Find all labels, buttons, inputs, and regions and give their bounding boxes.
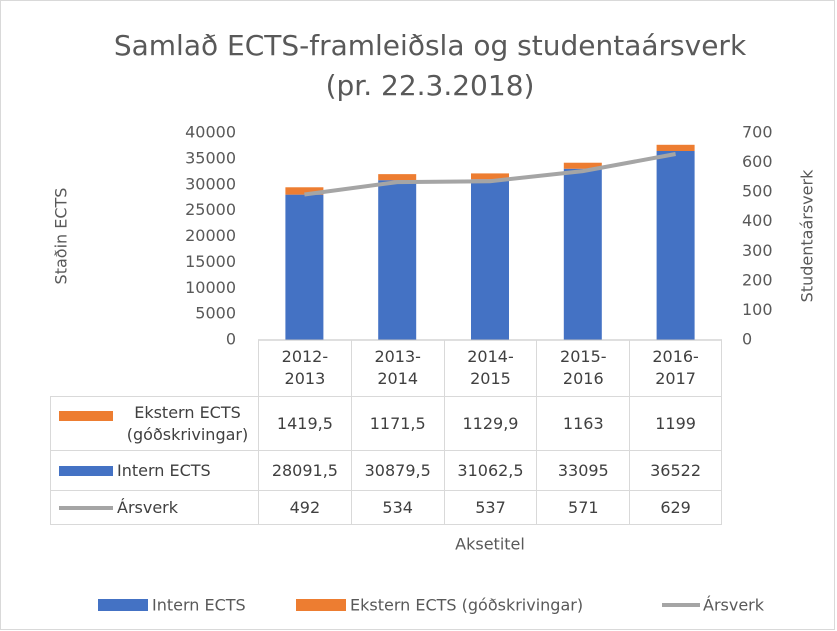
- y-tick-label: 15000: [185, 252, 236, 271]
- table-series-name: Ársverk: [117, 497, 179, 517]
- table-value: 571: [536, 490, 630, 525]
- y2-tick-label: 200: [742, 270, 773, 289]
- y-tick-label: 30000: [185, 174, 236, 193]
- y2-tick-label: 0: [742, 330, 752, 349]
- x-axis-title: Aksetitel: [455, 535, 525, 554]
- y-tick-label: 25000: [185, 200, 236, 219]
- bar: [656, 144, 695, 151]
- bar: [471, 179, 509, 340]
- y2-tick-label: 100: [742, 300, 773, 319]
- y2-tick-label: 400: [742, 211, 773, 230]
- bar: [563, 162, 602, 169]
- category-cell: 2012- 2013: [258, 340, 351, 396]
- table-row-label: Ársverk: [50, 490, 258, 525]
- bar: [378, 174, 417, 181]
- table-value: 33095: [536, 450, 630, 490]
- category-cell: 2015- 2016: [536, 340, 629, 396]
- category-cell: 2016- 2017: [629, 340, 722, 396]
- legend-label: Ársverk: [703, 596, 765, 615]
- table-value: 36522: [629, 450, 722, 490]
- table-value: 1419,5: [258, 396, 351, 450]
- chart-title: Samlað ECTS-framleiðsla og studentaársve…: [114, 29, 747, 62]
- y-tick-label: 10000: [185, 278, 236, 297]
- y-tick-label: 5000: [195, 304, 236, 323]
- table-value: 1171,5: [350, 396, 444, 450]
- y2-tick-label: 600: [742, 152, 773, 171]
- legend-key: [296, 599, 346, 611]
- table-value: 492: [258, 490, 351, 525]
- table-value: 1163: [536, 396, 630, 450]
- table-row-label: Ekstern ECTS (góðskrivingar): [50, 396, 258, 450]
- y2-axis-title: Studentaársverk: [798, 169, 817, 302]
- table-series-name: Ekstern ECTS (góðskrivingar): [126, 402, 249, 444]
- bar: [285, 187, 324, 195]
- table-value: 1129,9: [443, 396, 537, 450]
- table-value: 31062,5: [443, 450, 537, 490]
- bar: [471, 173, 509, 180]
- legend-label: Ekstern ECTS (góðskrivingar): [350, 596, 583, 615]
- chart-subtitle: (pr. 22.3.2018): [326, 69, 535, 102]
- bar: [285, 194, 324, 340]
- line: [304, 152, 676, 197]
- legend-key: [98, 599, 148, 611]
- bar: [563, 168, 602, 340]
- legend-key: [59, 505, 113, 510]
- table-value: 30879,5: [350, 450, 444, 490]
- y2-tick-label: 300: [742, 241, 773, 260]
- category-cell: 2014- 2015: [443, 340, 537, 396]
- y-tick-label: 20000: [185, 226, 236, 245]
- y-tick-label: 40000: [185, 123, 236, 142]
- y-tick-label: 0: [226, 330, 236, 349]
- y2-tick-label: 500: [742, 182, 773, 201]
- table-value: 629: [629, 490, 722, 525]
- table-value: 1199: [629, 396, 722, 450]
- bar: [378, 180, 417, 340]
- y2-tick-label: 700: [742, 123, 773, 142]
- table-row-label: Intern ECTS: [50, 450, 258, 490]
- legend-key: [59, 411, 113, 421]
- table-value: 28091,5: [258, 450, 351, 490]
- legend-label: Intern ECTS: [152, 596, 246, 615]
- legend-key: [59, 465, 113, 476]
- table-value: 537: [443, 490, 537, 525]
- bar: [656, 150, 695, 340]
- y-axis-title: Staðin ECTS: [52, 188, 71, 285]
- table-value: 534: [350, 490, 444, 525]
- y-tick-label: 35000: [185, 148, 236, 167]
- table-series-name: Intern ECTS: [117, 460, 211, 480]
- category-cell: 2013- 2014: [350, 340, 444, 396]
